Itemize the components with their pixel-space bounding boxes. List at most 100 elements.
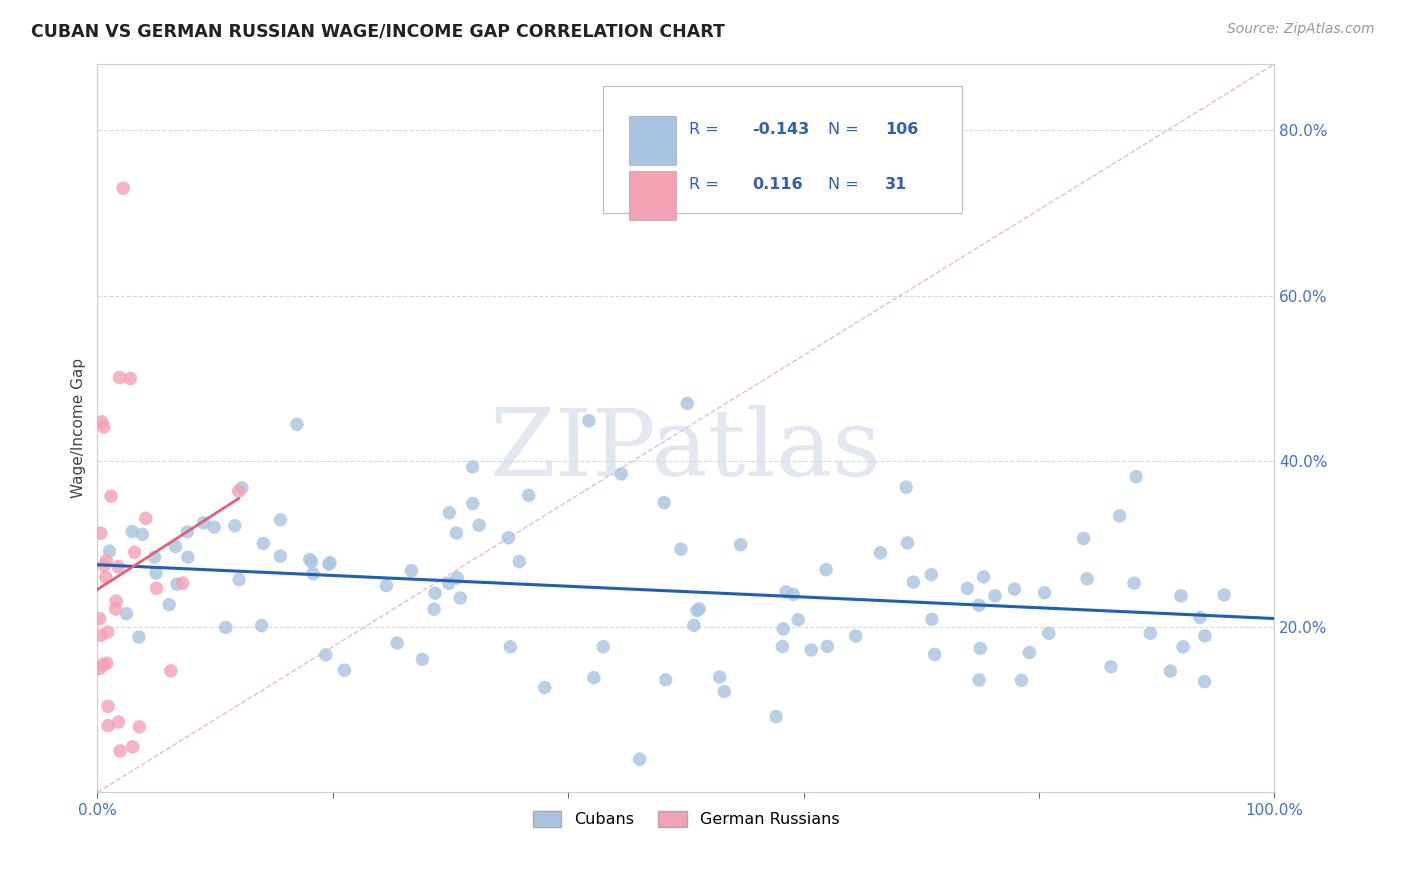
Point <box>100 489 122 503</box>
Point <box>97 625 120 640</box>
Point <box>461 460 484 475</box>
Point <box>845 629 868 643</box>
Point <box>96 554 118 568</box>
Point <box>121 739 143 754</box>
Point <box>1194 629 1216 643</box>
Point <box>1010 673 1032 688</box>
Point <box>159 664 181 678</box>
Text: ZIPatlas: ZIPatlas <box>489 405 882 495</box>
Point <box>269 513 291 527</box>
Point <box>973 570 995 584</box>
Point <box>578 414 600 428</box>
Point <box>815 563 838 577</box>
Point <box>1189 610 1212 624</box>
Point <box>401 564 423 578</box>
Point <box>775 585 797 599</box>
Point <box>302 566 325 581</box>
Legend: Cubans, German Russians: Cubans, German Russians <box>524 803 848 835</box>
Point <box>446 571 468 585</box>
Point <box>468 518 491 533</box>
Point <box>98 544 121 558</box>
Point <box>683 618 706 632</box>
Point <box>1033 585 1056 599</box>
Point <box>1194 674 1216 689</box>
Point <box>984 589 1007 603</box>
Point <box>135 511 157 525</box>
Point <box>96 657 118 671</box>
Point <box>172 576 194 591</box>
Point <box>498 531 520 545</box>
FancyBboxPatch shape <box>603 86 963 213</box>
Point <box>713 684 735 698</box>
Point <box>228 484 250 499</box>
Point <box>967 673 990 687</box>
Point <box>176 524 198 539</box>
Text: -0.143: -0.143 <box>752 122 808 137</box>
Point <box>782 587 804 601</box>
Point <box>772 622 794 636</box>
Text: 0.116: 0.116 <box>752 177 803 192</box>
Point <box>967 599 990 613</box>
Point <box>202 520 225 534</box>
Point <box>765 709 787 723</box>
Point <box>124 545 146 559</box>
Point <box>107 559 129 574</box>
Point <box>446 526 468 541</box>
Point <box>1159 664 1181 678</box>
Point <box>128 630 150 644</box>
Point <box>107 714 129 729</box>
Point <box>385 636 408 650</box>
Point <box>582 671 605 685</box>
Point <box>896 536 918 550</box>
Point <box>652 495 675 509</box>
Point <box>1018 646 1040 660</box>
Text: R =: R = <box>689 177 724 192</box>
Point <box>686 604 709 618</box>
Point <box>1073 532 1095 546</box>
Point <box>143 550 166 565</box>
Point <box>815 640 838 654</box>
Point <box>1171 640 1194 654</box>
Point <box>676 396 699 410</box>
Point <box>1099 660 1122 674</box>
Point <box>423 586 446 600</box>
Point <box>610 467 633 481</box>
Point <box>1213 588 1236 602</box>
Point <box>800 643 823 657</box>
Point <box>1076 572 1098 586</box>
Point <box>177 550 200 565</box>
Point <box>115 607 138 621</box>
Text: R =: R = <box>689 122 724 137</box>
Point <box>120 371 142 385</box>
Point <box>903 575 925 590</box>
Point <box>920 567 942 582</box>
Point <box>517 488 540 502</box>
Point <box>231 481 253 495</box>
Point <box>787 613 810 627</box>
Point <box>97 699 120 714</box>
Point <box>165 540 187 554</box>
Point <box>90 415 112 429</box>
FancyBboxPatch shape <box>630 116 676 165</box>
Point <box>128 720 150 734</box>
Point <box>461 497 484 511</box>
Text: N =: N = <box>828 177 859 192</box>
Point <box>224 518 246 533</box>
Point <box>89 662 111 676</box>
Point <box>669 542 692 557</box>
Point <box>131 527 153 541</box>
Point <box>709 670 731 684</box>
Point <box>318 558 340 572</box>
Point <box>1139 626 1161 640</box>
Point <box>533 681 555 695</box>
Point <box>1170 589 1192 603</box>
Point <box>730 538 752 552</box>
Point <box>869 546 891 560</box>
Point <box>108 370 131 384</box>
Point <box>592 640 614 654</box>
Point <box>924 648 946 662</box>
Point <box>94 570 117 584</box>
Point <box>921 612 943 626</box>
FancyBboxPatch shape <box>630 170 676 219</box>
Point <box>91 657 114 672</box>
